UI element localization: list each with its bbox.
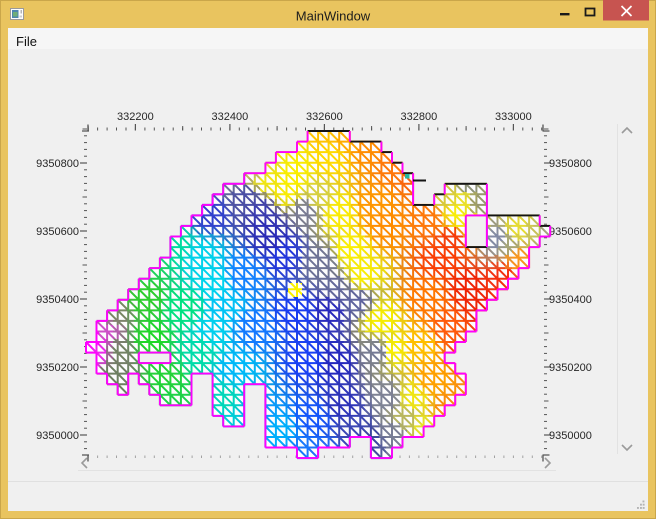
svg-text:332600: 332600 [306, 111, 343, 123]
svg-text:9350200: 9350200 [36, 362, 79, 374]
svg-text:9350400: 9350400 [36, 294, 79, 306]
svg-text:9350800: 9350800 [36, 158, 79, 170]
svg-text:332200: 332200 [117, 111, 154, 123]
svg-text:332400: 332400 [212, 111, 249, 123]
svg-text:9350000: 9350000 [36, 430, 79, 442]
svg-text:332800: 332800 [401, 111, 438, 123]
svg-text:333000: 333000 [495, 111, 532, 123]
svg-text:9350600: 9350600 [36, 226, 79, 238]
svg-text:MainWindow: MainWindow [296, 9, 371, 24]
svg-text:File: File [16, 34, 37, 49]
